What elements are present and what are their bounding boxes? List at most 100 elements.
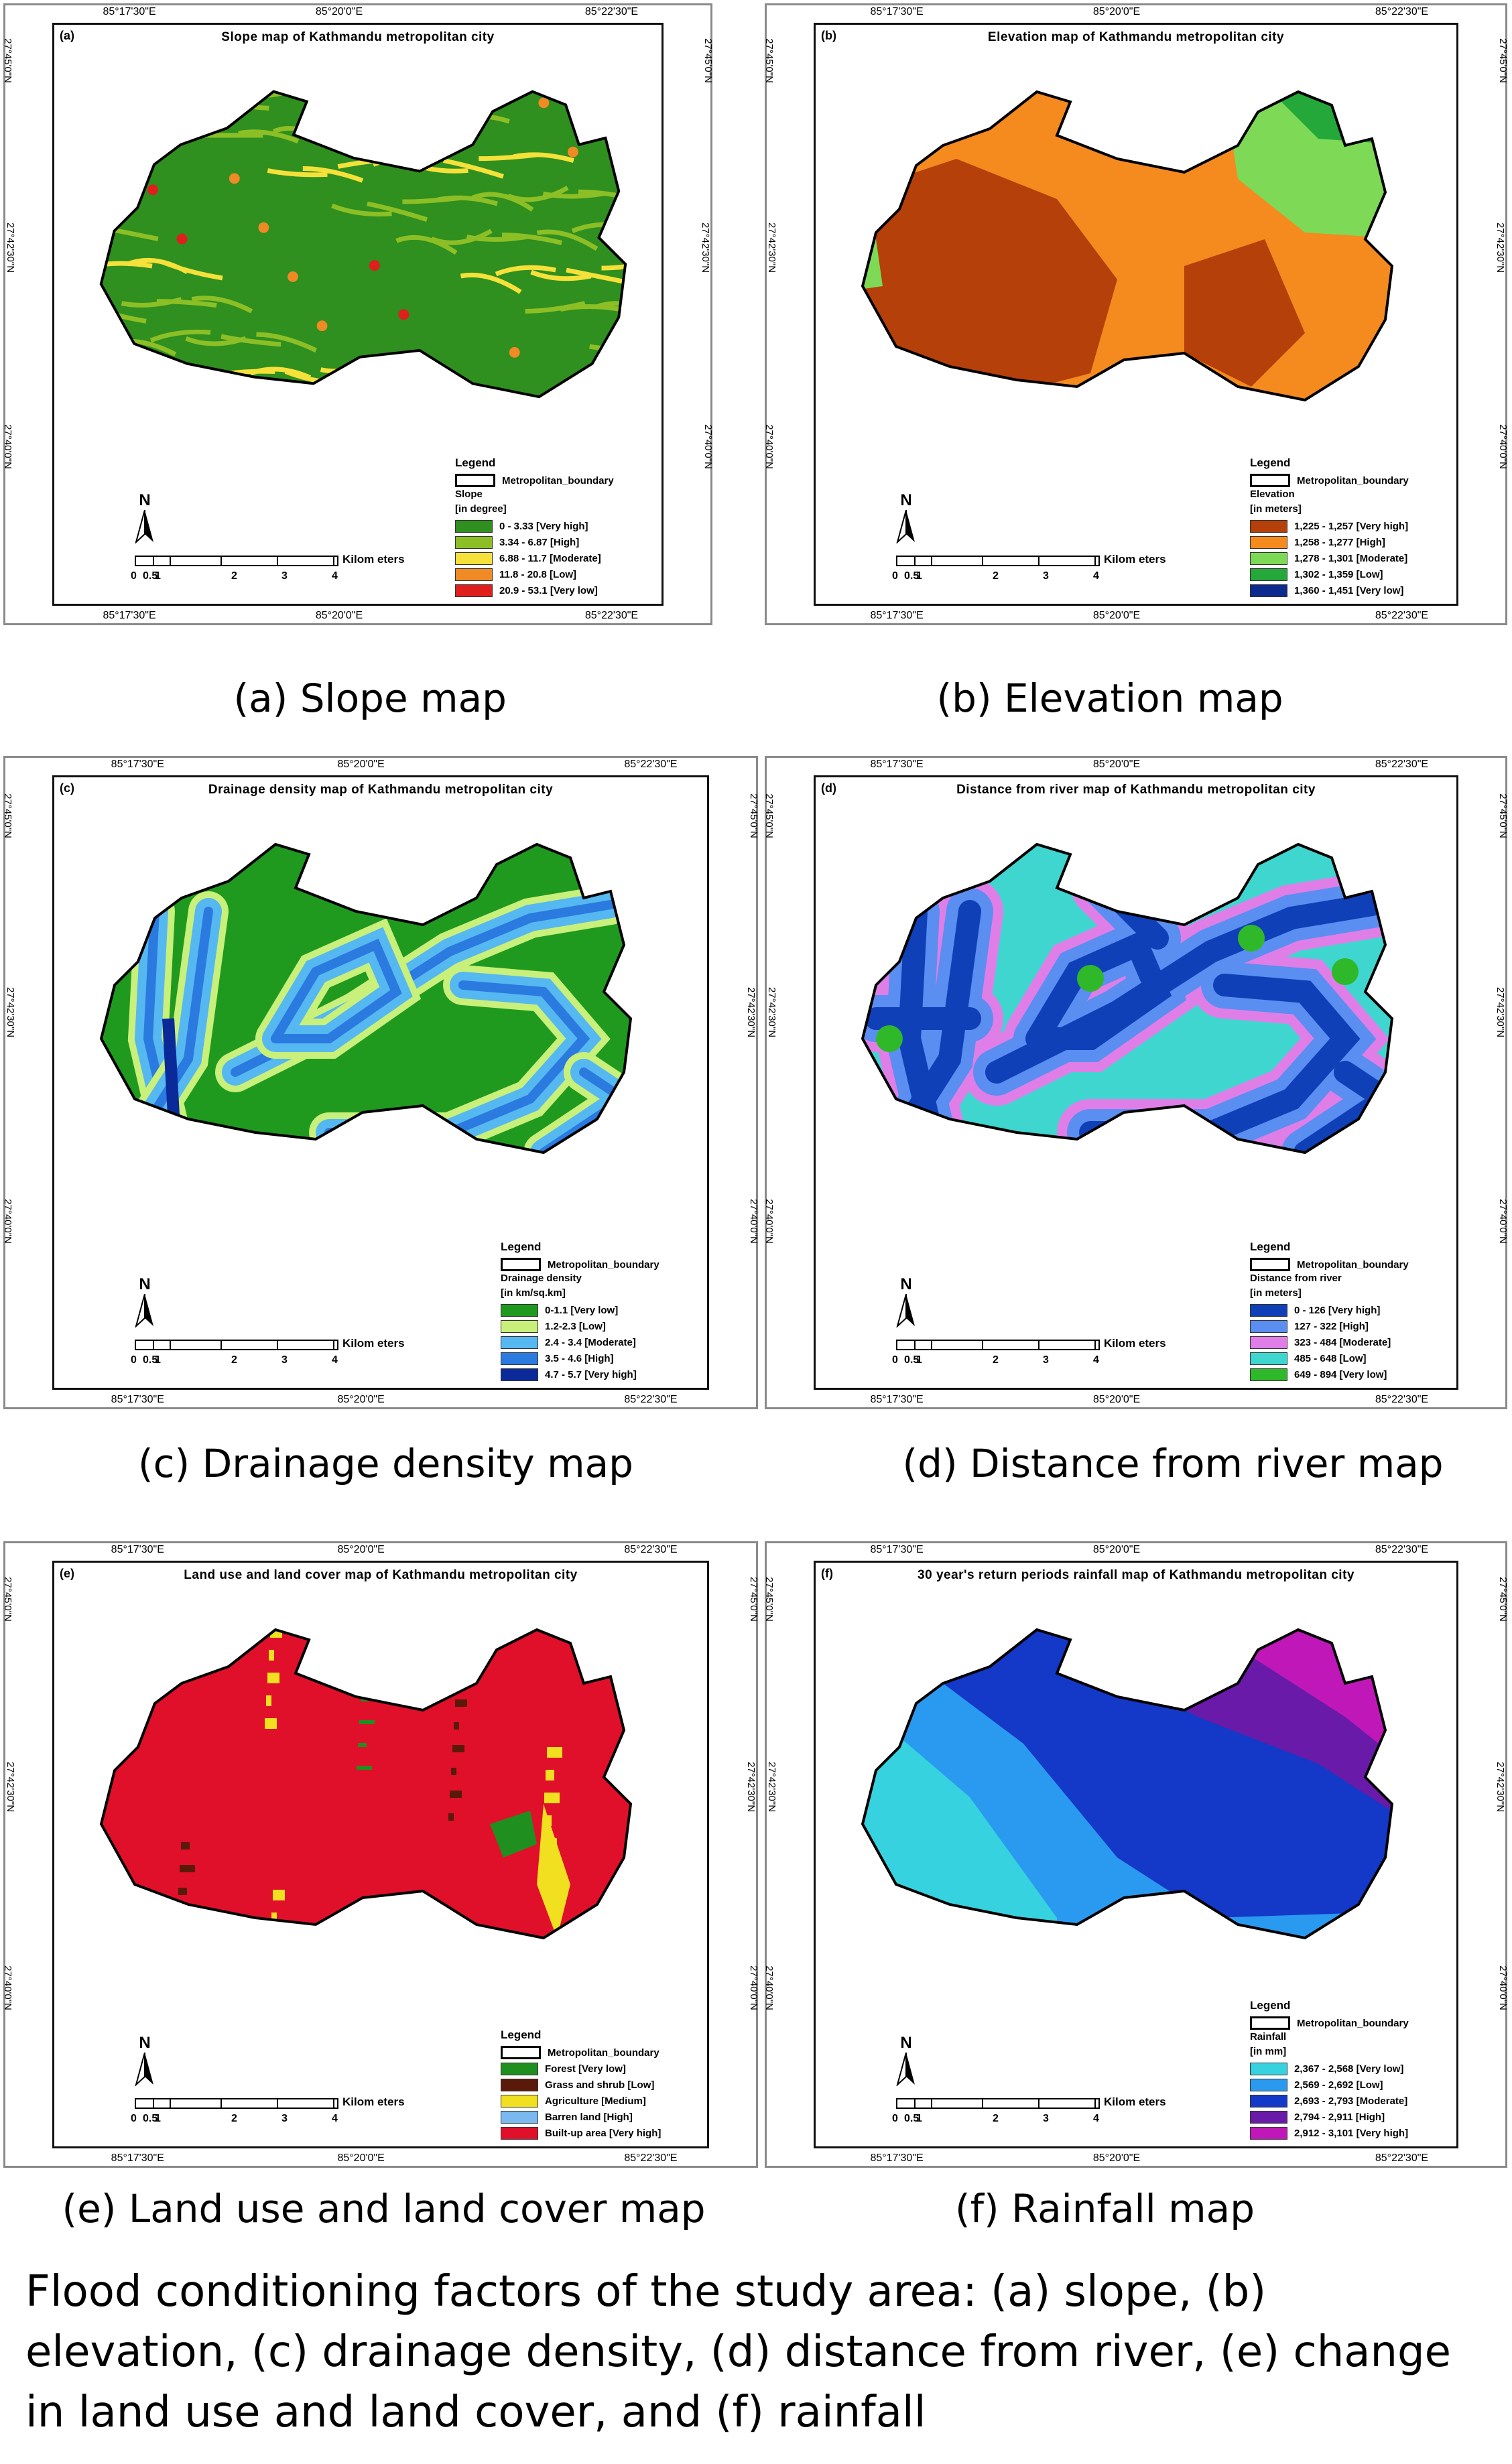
map-title: Drainage density map of Kathmandu metrop… bbox=[208, 783, 554, 797]
legend-label: 11.8 - 20.8 [Low] bbox=[499, 568, 577, 580]
longitude-label: 85°17'30"E bbox=[103, 610, 156, 621]
longitude-label: 85°22'30"E bbox=[584, 610, 639, 621]
scale-tick-label: 1 bbox=[155, 570, 161, 582]
latitude-label: 27°45'0"N bbox=[1, 793, 13, 838]
longitude-label: 85°22'30"E bbox=[1375, 1544, 1429, 1555]
latitude-label: 27°40'0"N bbox=[748, 1198, 760, 1244]
latitude-label: 27°45'0"N bbox=[1, 1576, 13, 1622]
latitude-label: 27°40'0"N bbox=[763, 1965, 775, 2010]
legend-swatch bbox=[1250, 2126, 1287, 2140]
figure-caption: Flood conditioning factors of the study … bbox=[25, 2267, 1452, 2437]
scale-tick-label: 2 bbox=[231, 2113, 237, 2124]
longitude-label: 85°22'30"E bbox=[1375, 759, 1429, 770]
panel-tag: (c) bbox=[60, 781, 74, 795]
longitude-label: 85°20'0"E bbox=[315, 6, 363, 17]
legend-boundary-item: Metropolitan_boundary bbox=[1250, 2015, 1451, 2031]
latitude-label: 27°45'0"N bbox=[763, 1576, 775, 1622]
legend-unit: [in mm] bbox=[1250, 2046, 1287, 2057]
legend-label: 2.4 - 3.4 [Moderate] bbox=[545, 1336, 636, 1348]
legend-swatch bbox=[501, 1303, 538, 1317]
latitude-label: 27°40'0"N bbox=[1497, 424, 1509, 469]
latitude-label: 27°42'30"N bbox=[699, 222, 711, 273]
scale-tick-label: 1 bbox=[155, 1354, 161, 1366]
panel-tag: (b) bbox=[821, 29, 836, 42]
map-frame: (e) Land use and land cover map of Kathma… bbox=[52, 1561, 709, 2148]
legend-label: 0 - 126 [Very high] bbox=[1294, 1304, 1381, 1316]
longitude-label: 85°20'0"E bbox=[1092, 1394, 1141, 1405]
legend-swatch bbox=[501, 2126, 538, 2140]
longitude-label: 85°22'30"E bbox=[1375, 6, 1429, 17]
scale-tick-label: 0.5 bbox=[904, 1354, 920, 1366]
legend-swatch bbox=[455, 535, 493, 549]
legend-boundary-item: Metropolitan_boundary bbox=[501, 2045, 702, 2061]
map-panel: 85°17'30"E 85°17'30"E 85°20'0"E 85°20'0"E 85… bbox=[763, 1541, 1509, 2168]
scale-tick-label: 2 bbox=[231, 570, 237, 582]
panel-tag: (e) bbox=[60, 1567, 74, 1580]
legend-swatch bbox=[1250, 584, 1287, 597]
legend-item: 4.7 - 5.7 [Very high] bbox=[501, 1366, 702, 1382]
scale-bar: 0 0.5 1 2 3 4 Kilom eters bbox=[128, 550, 450, 590]
legend-item: 1,278 - 1,301 [Moderate] bbox=[1250, 550, 1451, 566]
map-frame: (b) Elevation map of Kathmandu metropolit… bbox=[814, 23, 1458, 606]
panel-caption: (f) Rainfall map bbox=[955, 2186, 1255, 2231]
legend-item: 20.9 - 53.1 [Very low] bbox=[455, 582, 656, 598]
metropolitan-boundary bbox=[861, 90, 1394, 402]
north-arrow-icon: N bbox=[889, 491, 923, 543]
legend-unit: [in km/sq.km] bbox=[501, 1287, 566, 1299]
legend-label: Grass and shrub [Low] bbox=[545, 2079, 655, 2091]
legend-item: Forest [Very low] bbox=[501, 2061, 702, 2077]
latitude-label: 27°40'0"N bbox=[748, 1965, 760, 2010]
scale-tick-label: 4 bbox=[1093, 1354, 1099, 1366]
legend-label: 3.5 - 4.6 [High] bbox=[545, 1352, 614, 1364]
longitude-label: 85°20'0"E bbox=[1092, 2152, 1141, 2164]
longitude-label: 85°17'30"E bbox=[870, 610, 924, 621]
longitude-label: 85°20'0"E bbox=[1092, 1544, 1141, 1555]
legend-label: Barren land [High] bbox=[545, 2111, 633, 2123]
legend-item: 1.2-2.3 [Low] bbox=[501, 1318, 702, 1334]
study-area-map bbox=[99, 842, 633, 1155]
longitude-label: 85°22'30"E bbox=[1375, 1394, 1429, 1405]
legend-unit: [in meters] bbox=[1250, 1287, 1302, 1299]
latitude-label: 27°40'0"N bbox=[1, 1198, 13, 1244]
scale-tick-label: 0.5 bbox=[904, 2113, 920, 2124]
scale-bar: 0 0.5 1 2 3 4 Kilom eters bbox=[889, 1334, 1211, 1374]
latitude-label: 27°40'0"N bbox=[1497, 1198, 1509, 1244]
latitude-label: 27°45'0"N bbox=[763, 38, 775, 84]
scale-tick-label: 4 bbox=[1093, 2113, 1099, 2124]
legend: Legend Metropolitan_boundary Rainfall [in m… bbox=[1250, 1999, 1451, 2141]
legend-item: 6.88 - 11.7 [Moderate] bbox=[455, 550, 656, 566]
legend-item: 3.34 - 6.87 [High] bbox=[455, 534, 656, 550]
map-panel: 85°17'30"E 85°17'30"E 85°20'0"E 85°20'0"E 85… bbox=[763, 3, 1509, 625]
map-panel: 85°17'30"E 85°17'30"E 85°20'0"E 85°20'0"E 85… bbox=[763, 756, 1509, 1409]
scale-tick-label: 1 bbox=[155, 2113, 161, 2124]
longitude-label: 85°17'30"E bbox=[103, 6, 156, 17]
legend-title: Legend bbox=[1250, 1240, 1291, 1253]
legend-item: 127 - 322 [High] bbox=[1250, 1318, 1451, 1334]
legend-item: 2,794 - 2,911 [High] bbox=[1250, 2109, 1451, 2125]
legend-label: Built-up area [Very high] bbox=[545, 2127, 662, 2139]
longitude-label: 85°17'30"E bbox=[111, 759, 164, 770]
legend-item: 2,367 - 2,568 [Very low] bbox=[1250, 2061, 1451, 2077]
scale-tick-label: 0.5 bbox=[143, 2113, 158, 2124]
legend-label: 2,912 - 3,101 [Very high] bbox=[1294, 2127, 1409, 2139]
panel-caption: (a) Slope map bbox=[233, 675, 507, 721]
legend-heading: Elevation bbox=[1250, 489, 1295, 500]
scale-tick-label: 0 bbox=[892, 570, 898, 582]
legend-swatch bbox=[1250, 2062, 1287, 2075]
legend-item: 0 - 3.33 [Very high] bbox=[455, 518, 656, 534]
scale-tick-label: 2 bbox=[231, 1354, 237, 1366]
longitude-label: 85°17'30"E bbox=[870, 6, 924, 17]
legend-item: 485 - 648 [Low] bbox=[1250, 1350, 1451, 1366]
scale-tick-label: 3 bbox=[1043, 1354, 1049, 1366]
legend-label: 20.9 - 53.1 [Very low] bbox=[499, 584, 598, 596]
legend-title: Legend bbox=[501, 1240, 542, 1253]
latitude-label: 27°45'0"N bbox=[702, 38, 714, 84]
scale-tick-label: 3 bbox=[281, 1354, 288, 1366]
longitude-label: 85°17'30"E bbox=[870, 759, 924, 770]
latitude-label: 27°40'0"N bbox=[1, 1965, 13, 2010]
legend-label: 485 - 648 [Low] bbox=[1294, 1352, 1367, 1364]
map-title: Slope map of Kathmandu metropolitan city bbox=[221, 30, 495, 44]
map-frame: (c) Drainage density map of Kathmandu met… bbox=[52, 775, 709, 1390]
longitude-label: 85°20'0"E bbox=[1092, 610, 1141, 621]
study-area-map bbox=[99, 90, 627, 399]
